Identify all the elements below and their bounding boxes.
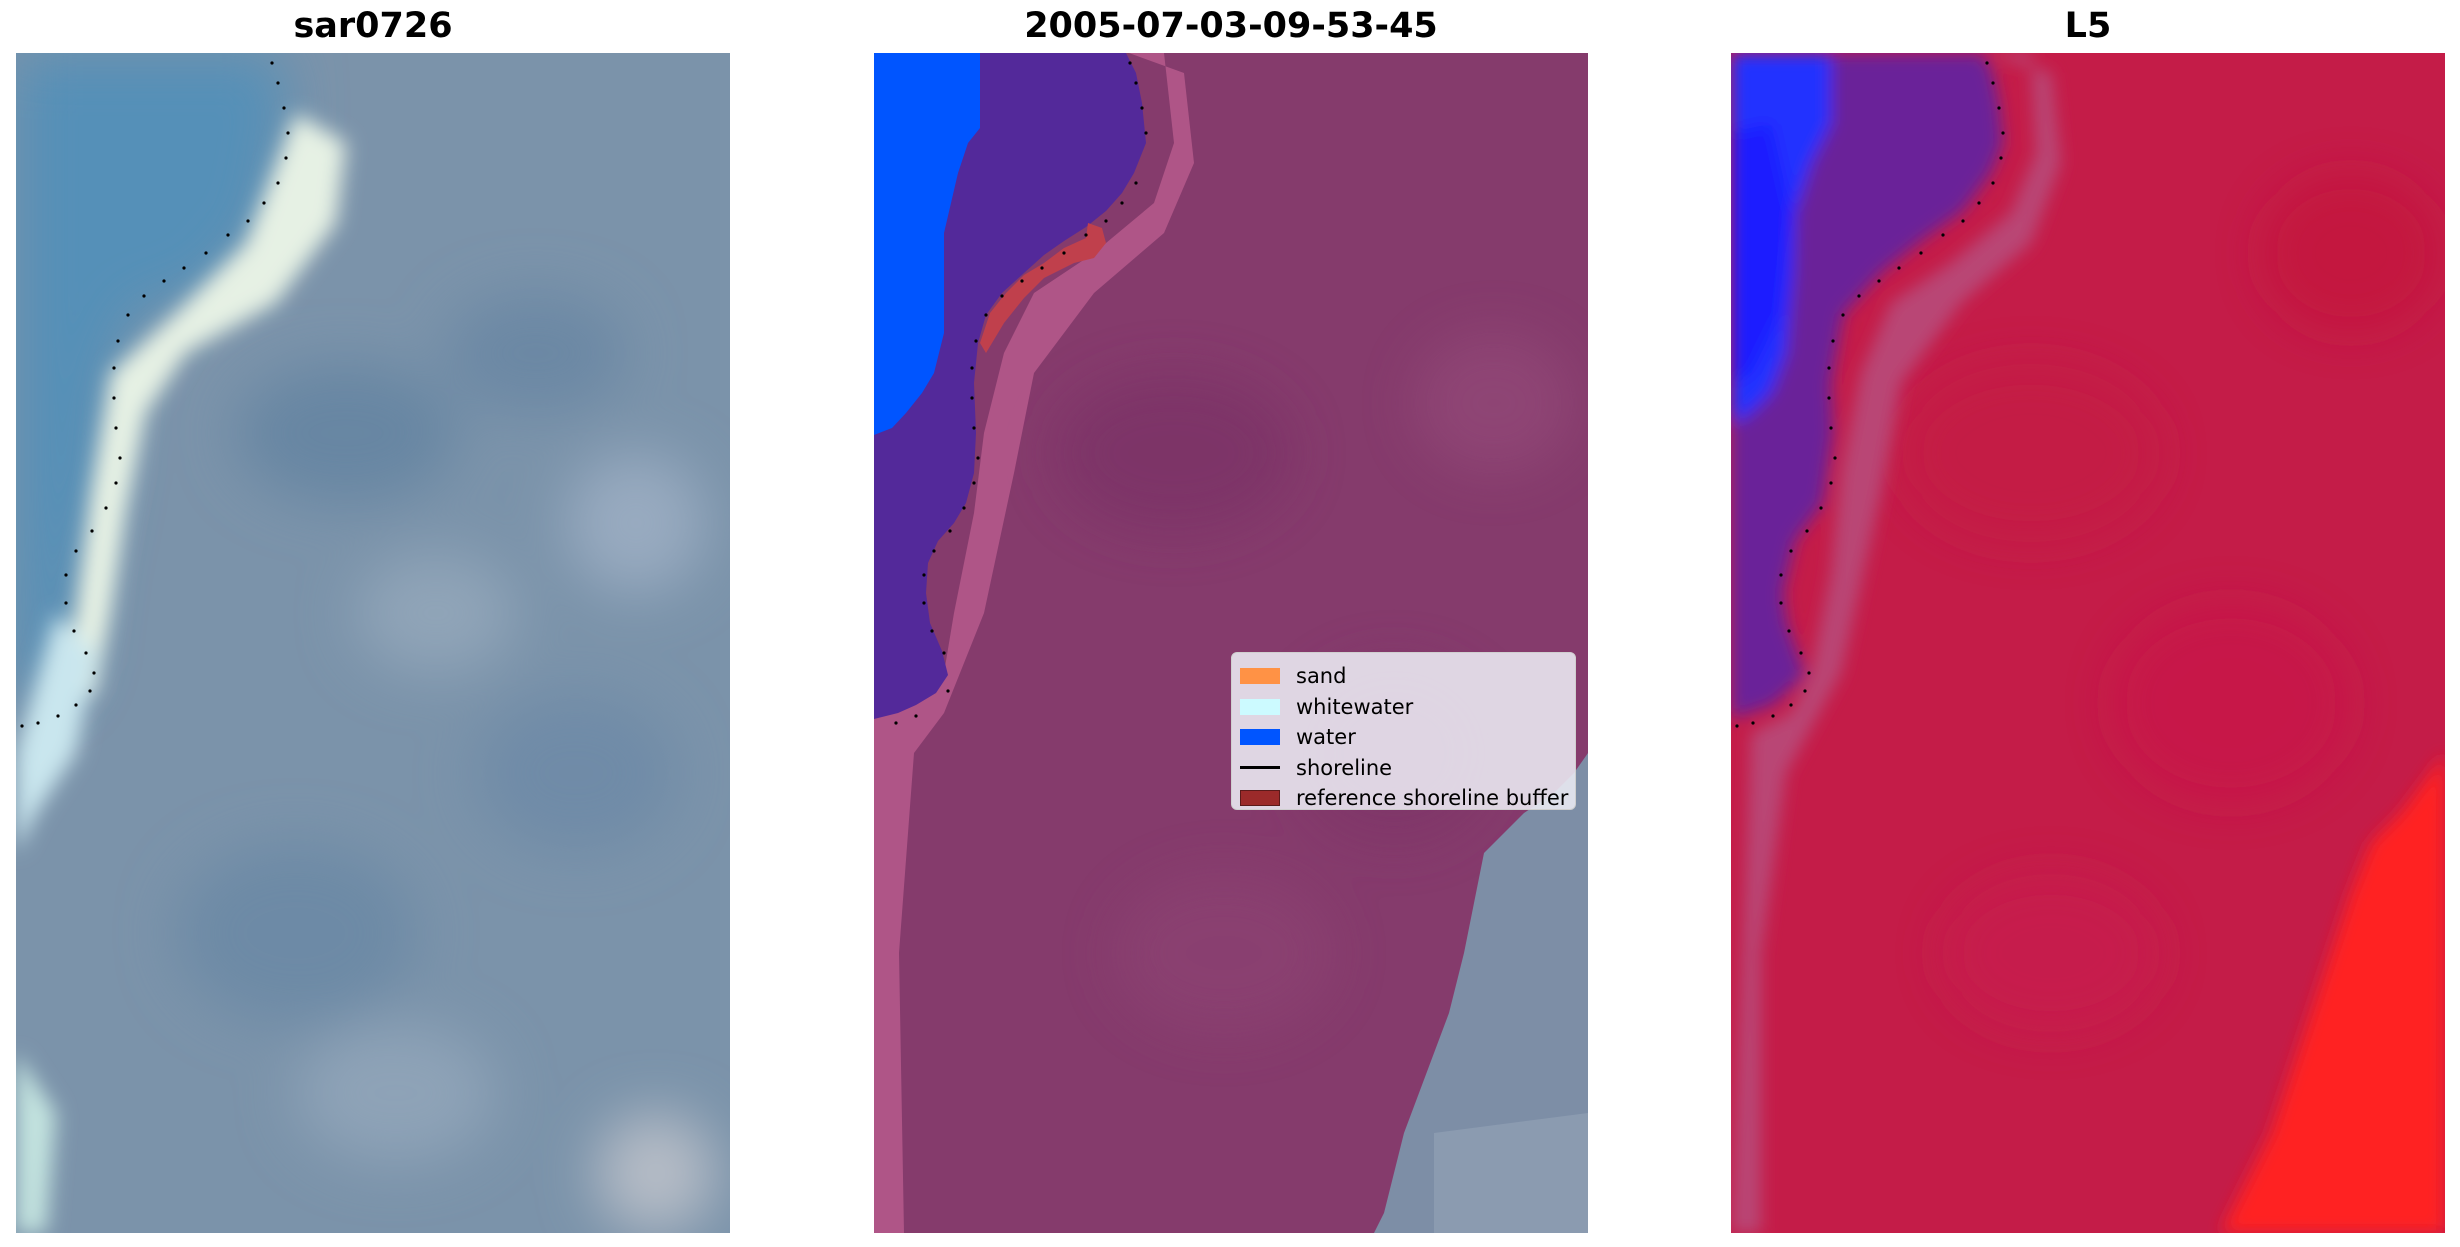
legend-swatch-shoreline [1240, 766, 1280, 770]
legend-label: reference shoreline buffer [1296, 786, 1569, 811]
legend: sand whitewater water shoreline referenc… [1231, 652, 1576, 810]
index-map-image [1731, 53, 2445, 1233]
legend-label: sand [1296, 664, 1347, 689]
shoreline-points [894, 61, 1148, 725]
classification-panel [874, 53, 1588, 1233]
legend-item-shoreline: shoreline [1240, 753, 1575, 784]
legend-swatch-whitewater [1240, 698, 1280, 715]
classification-image [874, 53, 1588, 1233]
legend-label: water [1296, 725, 1356, 750]
shoreline-points [1735, 61, 2005, 728]
legend-swatch-sand [1240, 668, 1280, 685]
rgb-image-panel [16, 53, 730, 1233]
legend-item-sand: sand [1240, 661, 1575, 692]
legend-label: shoreline [1296, 755, 1393, 780]
legend-swatch-water [1240, 729, 1280, 746]
shoreline-points [20, 61, 290, 728]
legend-label: whitewater [1296, 694, 1414, 719]
panel-title-rgb: sar0726 [293, 6, 453, 46]
rgb-image [16, 53, 730, 1233]
panel-title-index: L5 [2064, 6, 2112, 46]
panel-title-classification: 2005-07-03-09-53-45 [1024, 6, 1438, 46]
legend-item-reference-buffer: reference shoreline buffer [1240, 783, 1575, 814]
legend-swatch-reference-buffer [1240, 790, 1280, 807]
legend-item-water: water [1240, 722, 1575, 753]
legend-item-whitewater: whitewater [1240, 692, 1575, 723]
index-map-panel [1731, 53, 2445, 1233]
